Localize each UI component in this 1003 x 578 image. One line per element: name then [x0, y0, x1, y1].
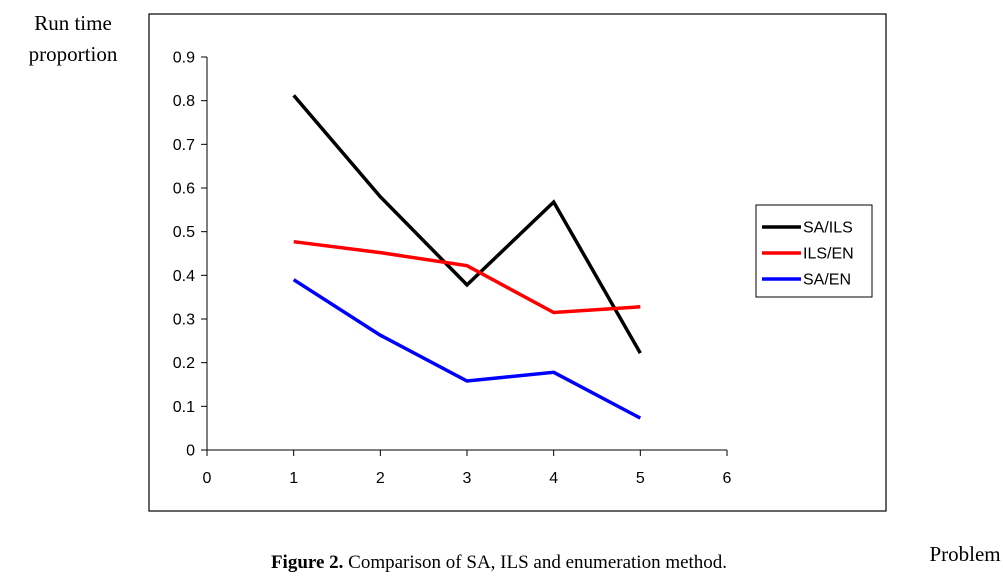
series-line-ils-en: [293, 239, 641, 315]
legend-box: [755, 204, 873, 298]
x-tick-label: 1: [289, 470, 298, 487]
x-tick-label: 3: [463, 470, 472, 487]
x-ticks-group: 0 1 2 3 4 5 6: [203, 450, 732, 487]
x-tick-label: 5: [636, 470, 645, 487]
y-tick-label: 0.2: [173, 355, 195, 372]
caption-text: Comparison of SA, ILS and enumeration me…: [343, 552, 727, 573]
x-tick-label: 0: [203, 470, 212, 487]
y-axis-label-line-1: Run time: [34, 11, 112, 35]
caption-label: Figure 2.: [271, 552, 343, 573]
legend-label: ILS/EN: [803, 246, 854, 263]
y-tick-label: 0.1: [173, 399, 195, 416]
y-tick-label: 0.3: [173, 312, 195, 329]
legend-label: SA/EN: [803, 272, 851, 289]
chart-area-border: [148, 13, 887, 512]
y-tick-label: 0.5: [173, 224, 195, 241]
y-tick-label: 0: [186, 443, 195, 460]
y-tick-label: 0.9: [173, 50, 195, 67]
y-tick-label: 0.6: [173, 181, 195, 198]
y-axis-label-line-2: proportion: [29, 42, 118, 66]
y-tick-label: 0.4: [173, 268, 195, 285]
y-ticks-group: 0 0.1 0.2 0.3 0.4 0.5 0.6 0.7 0.8 0.9: [173, 50, 207, 460]
series-line-sa-ils: [292, 94, 642, 354]
series-lines-group: [292, 94, 642, 420]
series-line-sa-en: [292, 278, 642, 420]
y-tick-label: 0.8: [173, 93, 195, 110]
legend-label: SA/ILS: [803, 220, 853, 237]
y-tick-label: 0.7: [173, 137, 195, 154]
legend-items-group: SA/ILS ILS/EN SA/EN: [762, 220, 854, 289]
x-axis-label: Problem size: [929, 542, 1003, 566]
x-tick-label: 4: [549, 470, 558, 487]
x-tick-label: 2: [376, 470, 385, 487]
x-tick-label: 6: [723, 470, 732, 487]
figure-caption: Figure 2. Comparison of SA, ILS and enum…: [271, 552, 727, 573]
